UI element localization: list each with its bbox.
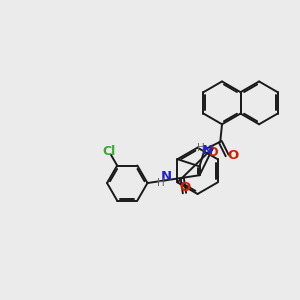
Text: O: O <box>179 181 191 194</box>
Text: N: N <box>201 144 212 157</box>
Text: Cl: Cl <box>102 145 115 158</box>
Text: N: N <box>160 170 172 183</box>
Text: O: O <box>207 146 218 160</box>
Text: H: H <box>197 143 205 153</box>
Text: H: H <box>158 178 165 188</box>
Text: O: O <box>227 149 238 162</box>
